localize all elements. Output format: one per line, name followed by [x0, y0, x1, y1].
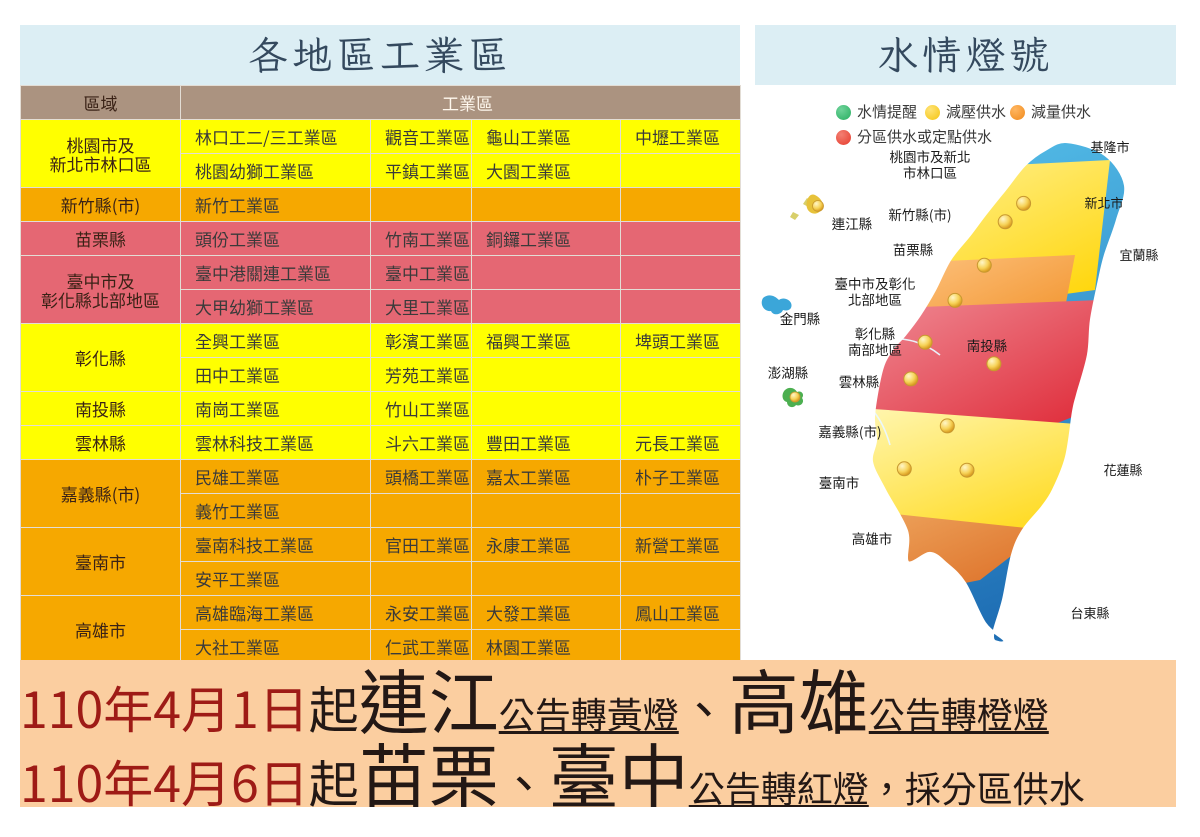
- svg-text:臺南市: 臺南市: [819, 472, 860, 492]
- svg-text:苗栗縣: 苗栗縣: [893, 239, 934, 259]
- svg-text:南部地區: 南部地區: [848, 339, 902, 359]
- svg-text:台東縣: 台東縣: [1070, 603, 1109, 622]
- svg-text:高雄市: 高雄市: [852, 528, 893, 548]
- svg-text:新北市: 新北市: [1084, 193, 1123, 212]
- svg-text:花蓮縣: 花蓮縣: [1103, 460, 1142, 479]
- svg-text:宜蘭縣: 宜蘭縣: [1119, 245, 1158, 264]
- svg-text:新竹縣(市): 新竹縣(市): [888, 204, 951, 224]
- svg-text:雲林縣: 雲林縣: [839, 371, 880, 391]
- svg-text:南投縣: 南投縣: [967, 335, 1008, 355]
- svg-text:北部地區: 北部地區: [848, 289, 902, 309]
- svg-text:澎湖縣: 澎湖縣: [768, 362, 809, 382]
- svg-text:嘉義縣(市): 嘉義縣(市): [818, 421, 881, 441]
- svg-text:市林口區: 市林口區: [903, 162, 957, 182]
- svg-text:金門縣: 金門縣: [780, 308, 821, 328]
- svg-text:連江縣: 連江縣: [832, 213, 873, 233]
- svg-text:基隆市: 基隆市: [1090, 140, 1129, 156]
